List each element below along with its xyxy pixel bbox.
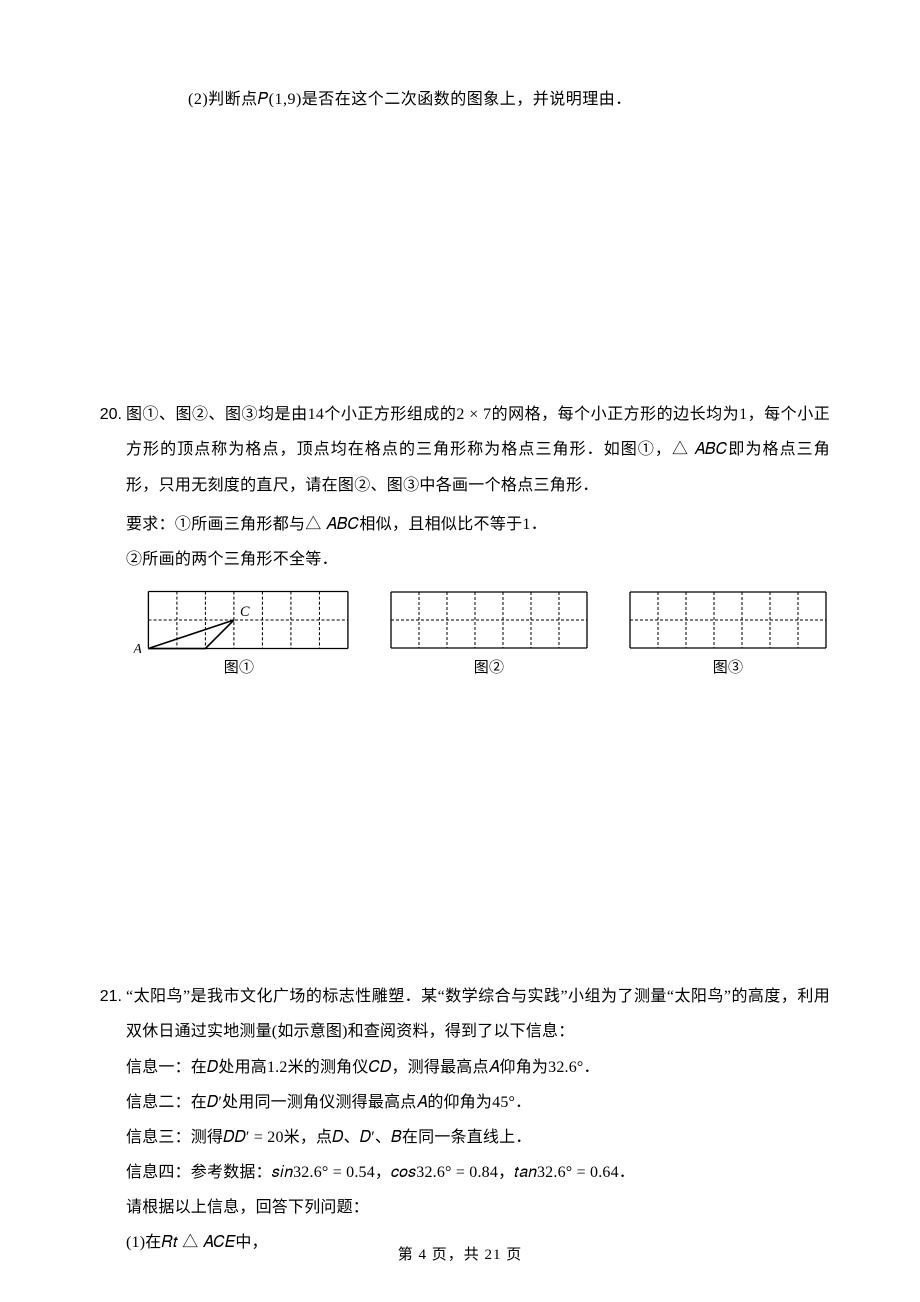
page-footer: 第 4 页，共 21 页	[0, 1239, 920, 1272]
svg-text:A: A	[132, 642, 142, 653]
q21-ask: 请根据以上信息，回答下列问题：	[126, 1190, 830, 1225]
figure-1-caption: 图①	[224, 659, 255, 677]
q20-number: 20.	[90, 397, 126, 432]
q21-info4: 信息四：参考数据：𝑠𝑖𝑛32.6° = 0.54，𝑐𝑜𝑠32.6° = 0.84…	[126, 1155, 830, 1190]
figure-3-grid	[626, 587, 830, 653]
q21-number: 21.	[90, 979, 126, 1014]
figure-1-grid: A B C	[126, 587, 352, 653]
question-21: 21. “太阳鸟”是我市文化广场的标志性雕塑．某“数学综合与实践”小组为了测量“…	[90, 979, 830, 1261]
q20-figures-row: A B C 图① 图② 图③	[126, 587, 830, 677]
q19-part2-text: (2)判断点𝑃(1,9)是否在这个二次函数的图象上，并说明理由．	[188, 82, 830, 117]
q21-intro: “太阳鸟”是我市文化广场的标志性雕塑．某“数学综合与实践”小组为了测量“太阳鸟”…	[126, 979, 830, 1049]
figure-2-caption: 图②	[474, 659, 505, 677]
question-20: 20. 图①、图②、图③均是由14个小正方形组成的2 × 7的网格，每个小正方形…	[90, 397, 830, 689]
q20-intro: 图①、图②、图③均是由14个小正方形组成的2 × 7的网格，每个小正方形的边长均…	[126, 397, 830, 503]
figure-3-caption: 图③	[713, 659, 744, 677]
svg-text:C: C	[240, 604, 250, 620]
q21-info1: 信息一：在𝐷处用高1.2米的测角仪𝐶𝐷，测得最高点𝐴仰角为32.6°．	[126, 1050, 830, 1085]
q20-req2: ②所画的两个三角形不全等．	[126, 542, 830, 577]
svg-text:B: B	[199, 651, 208, 653]
q21-info2: 信息二：在𝐷′处用同一测角仪测得最高点𝐴的仰角为45°．	[126, 1085, 830, 1120]
q21-info3: 信息三：测得𝐷𝐷′ = 20米，点𝐷、𝐷′、𝐵在同一条直线上．	[126, 1120, 830, 1155]
q20-req1: 要求：①所画三角形都与△ 𝐴𝐵𝐶相似，且相似比不等于1．	[126, 507, 830, 542]
figure-2-grid	[387, 587, 591, 653]
